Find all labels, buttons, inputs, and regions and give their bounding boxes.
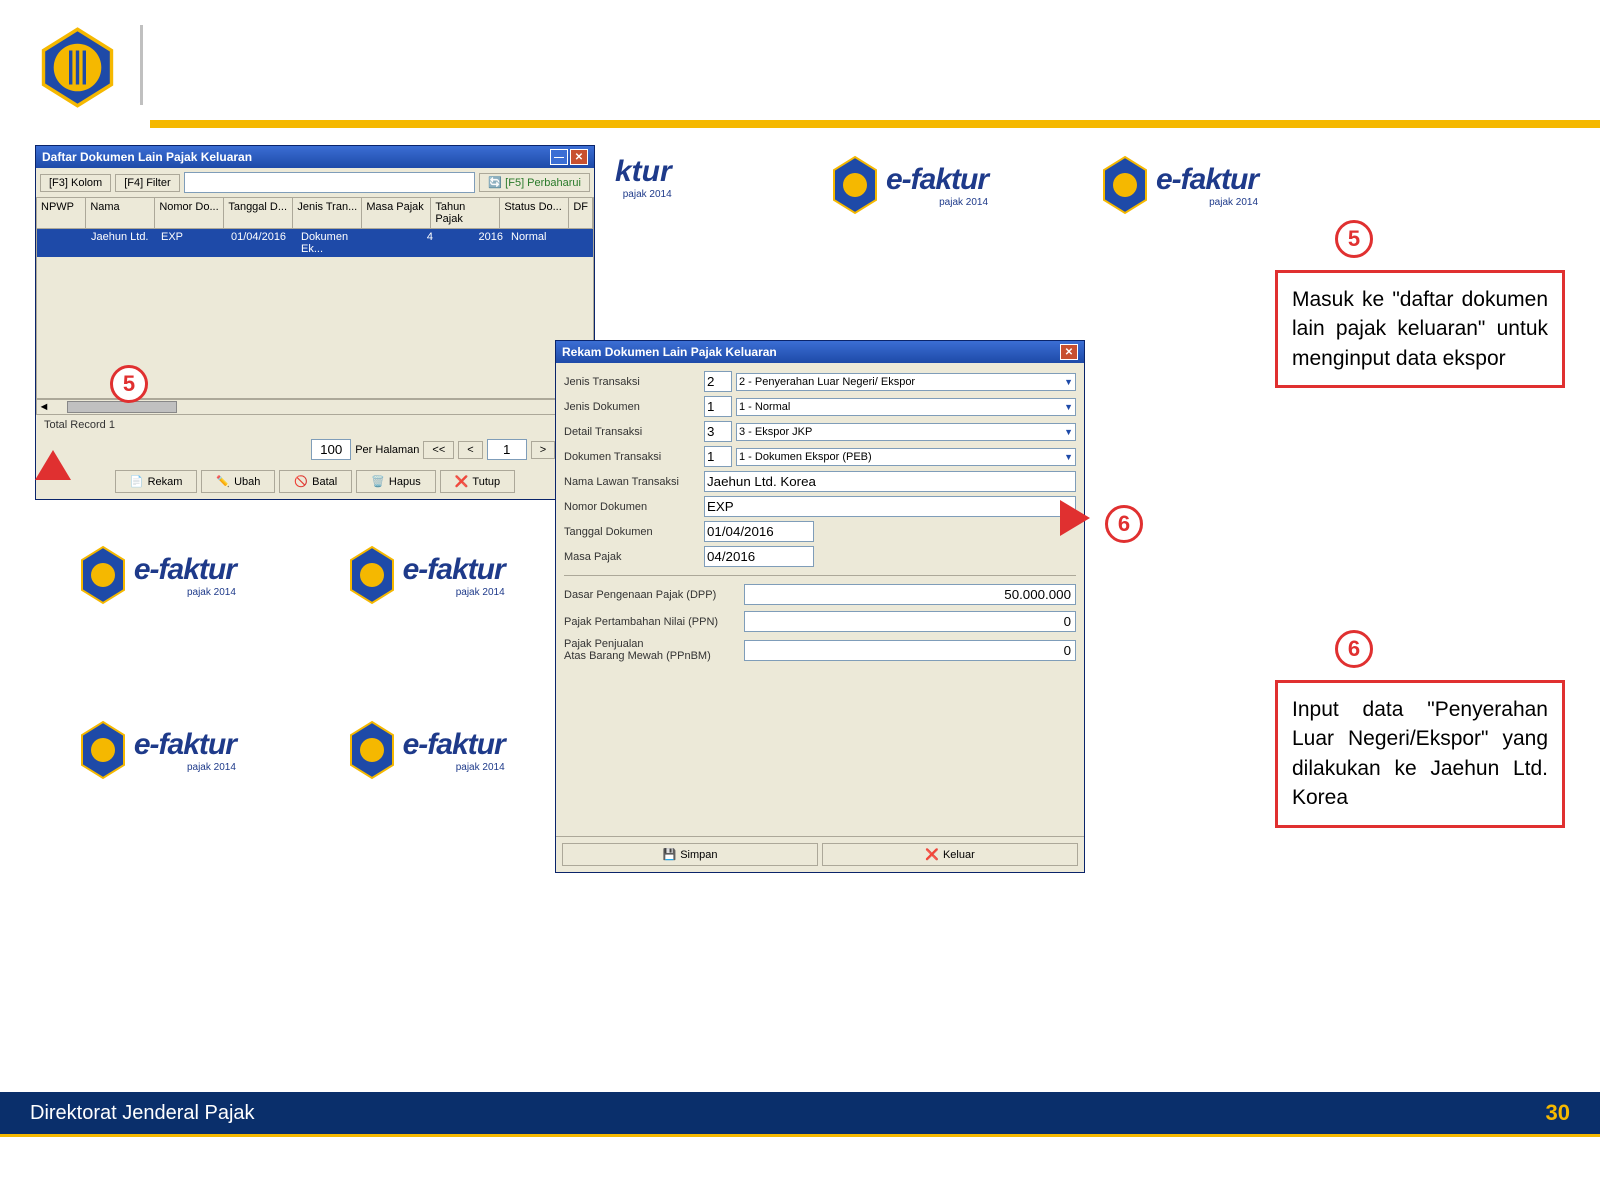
detail-transaksi-select[interactable]: 3 - Ekspor JKP▼	[736, 423, 1076, 441]
ppnbm-label: Pajak PenjualanAtas Barang Mewah (PPnBM)	[564, 638, 744, 662]
close-icon: ❌	[455, 475, 469, 488]
total-value: 1	[109, 419, 115, 431]
delete-icon: 🗑️	[371, 475, 385, 488]
jenis-dokumen-code[interactable]	[704, 396, 732, 417]
chevron-down-icon: ▼	[1064, 377, 1073, 387]
callout-badge-6a: 6	[1105, 505, 1143, 543]
per-page-label: Per Halaman	[355, 444, 419, 456]
edit-icon: ✏️	[216, 475, 230, 488]
header-divider	[140, 25, 143, 105]
detail-transaksi-label: Detail Transaksi	[564, 426, 704, 438]
window-title: Daftar Dokumen Lain Pajak Keluaran	[42, 150, 252, 164]
window-daftar-dokumen: Daftar Dokumen Lain Pajak Keluaran — ✕ […	[35, 145, 595, 500]
dpp-label: Dasar Pengenaan Pajak (DPP)	[564, 589, 744, 601]
page-input[interactable]	[487, 439, 527, 460]
keluar-button[interactable]: ❌Keluar	[822, 843, 1078, 866]
dokumen-transaksi-label: Dokumen Transaksi	[564, 451, 704, 463]
chevron-down-icon: ▼	[1064, 452, 1073, 462]
jenis-dokumen-select[interactable]: 1 - Normal▼	[736, 398, 1076, 416]
window-rekam-dokumen: Rekam Dokumen Lain Pajak Keluaran ✕ Jeni…	[555, 340, 1085, 873]
callout-badge-5a: 5	[110, 365, 148, 403]
save-icon: 💾	[663, 848, 677, 861]
jenis-dokumen-label: Jenis Dokumen	[564, 401, 704, 413]
masa-pajak-input[interactable]	[704, 546, 814, 567]
batal-button[interactable]: 🚫Batal	[279, 470, 352, 493]
page-prev-button[interactable]: <	[458, 441, 482, 459]
plus-icon: 📄	[130, 475, 144, 488]
table-header: NPWP Nama Nomor Do... Tanggal D... Jenis…	[36, 197, 594, 229]
kolom-button[interactable]: [F3] Kolom	[40, 174, 111, 192]
close-button[interactable]: ✕	[570, 149, 588, 165]
tanggal-dokumen-label: Tanggal Dokumen	[564, 526, 704, 538]
callout-badge-6b: 6	[1335, 630, 1373, 668]
callout-box-6: Input data "Penyerahan Luar Negeri/Ekspo…	[1275, 680, 1565, 828]
nomor-dokumen-input[interactable]	[704, 496, 1076, 517]
chevron-down-icon: ▼	[1064, 402, 1073, 412]
rekam-button[interactable]: 📄Rekam	[115, 470, 198, 493]
total-label: Total Record	[44, 419, 106, 431]
simpan-button[interactable]: 💾Simpan	[562, 843, 818, 866]
jenis-transaksi-label: Jenis Transaksi	[564, 376, 704, 388]
filter-button[interactable]: [F4] Filter	[115, 174, 179, 192]
page-number: 30	[1546, 1100, 1570, 1126]
hapus-button[interactable]: 🗑️Hapus	[356, 470, 436, 493]
arrow-icon	[35, 450, 71, 480]
jenis-transaksi-select[interactable]: 2 - Penyerahan Luar Negeri/ Ekspor▼	[736, 373, 1076, 391]
exit-icon: ❌	[925, 848, 939, 861]
callout-box-5: Masuk ke "daftar dokumen lain pajak kelu…	[1275, 270, 1565, 388]
gov-logo	[35, 25, 120, 110]
jenis-transaksi-code[interactable]	[704, 371, 732, 392]
refresh-button[interactable]: 🔄 [F5] Perbaharui	[479, 173, 590, 192]
efaktur-tile: e-fakturpajak 2014	[830, 155, 988, 215]
nomor-dokumen-label: Nomor Dokumen	[564, 501, 704, 513]
callout-badge-5b: 5	[1335, 220, 1373, 258]
close-button[interactable]: ✕	[1060, 344, 1078, 360]
tanggal-dokumen-input[interactable]	[704, 521, 814, 542]
efaktur-tile: e-fakturpajak 2014	[1100, 155, 1258, 215]
efaktur-tile-partial: kturpajak 2014	[615, 155, 672, 200]
ppn-label: Pajak Pertambahan Nilai (PPN)	[564, 616, 744, 628]
horizontal-scrollbar[interactable]: ◄	[36, 399, 594, 415]
chevron-down-icon: ▼	[1064, 427, 1073, 437]
page-first-button[interactable]: <<	[423, 441, 454, 459]
ppnbm-input[interactable]	[744, 640, 1076, 661]
filter-input[interactable]	[184, 172, 476, 193]
dpp-input[interactable]	[744, 584, 1076, 605]
table-row[interactable]: Jaehun Ltd. EXP 01/04/2016 Dokumen Ek...…	[37, 229, 593, 257]
footer-text: Direktorat Jenderal Pajak	[30, 1102, 255, 1125]
cancel-icon: 🚫	[294, 475, 308, 488]
page-next-button[interactable]: >	[531, 441, 555, 459]
dokumen-transaksi-code[interactable]	[704, 446, 732, 467]
minimize-button[interactable]: —	[550, 149, 568, 165]
footer-bar: Direktorat Jenderal Pajak 30	[0, 1092, 1600, 1137]
ubah-button[interactable]: ✏️Ubah	[201, 470, 275, 493]
tutup-button[interactable]: ❌Tutup	[440, 470, 515, 493]
per-page-input[interactable]	[311, 439, 351, 460]
detail-transaksi-code[interactable]	[704, 421, 732, 442]
dokumen-transaksi-select[interactable]: 1 - Dokumen Ekspor (PEB)▼	[736, 448, 1076, 466]
titlebar[interactable]: Daftar Dokumen Lain Pajak Keluaran — ✕	[36, 146, 594, 168]
nama-lawan-input[interactable]	[704, 471, 1076, 492]
yellow-rule	[150, 120, 1600, 128]
ppn-input[interactable]	[744, 611, 1076, 632]
window-title: Rekam Dokumen Lain Pajak Keluaran	[562, 345, 777, 359]
arrow-icon	[1060, 500, 1090, 536]
nama-lawan-label: Nama Lawan Transaksi	[564, 476, 704, 488]
titlebar[interactable]: Rekam Dokumen Lain Pajak Keluaran ✕	[556, 341, 1084, 363]
masa-pajak-label: Masa Pajak	[564, 551, 704, 563]
